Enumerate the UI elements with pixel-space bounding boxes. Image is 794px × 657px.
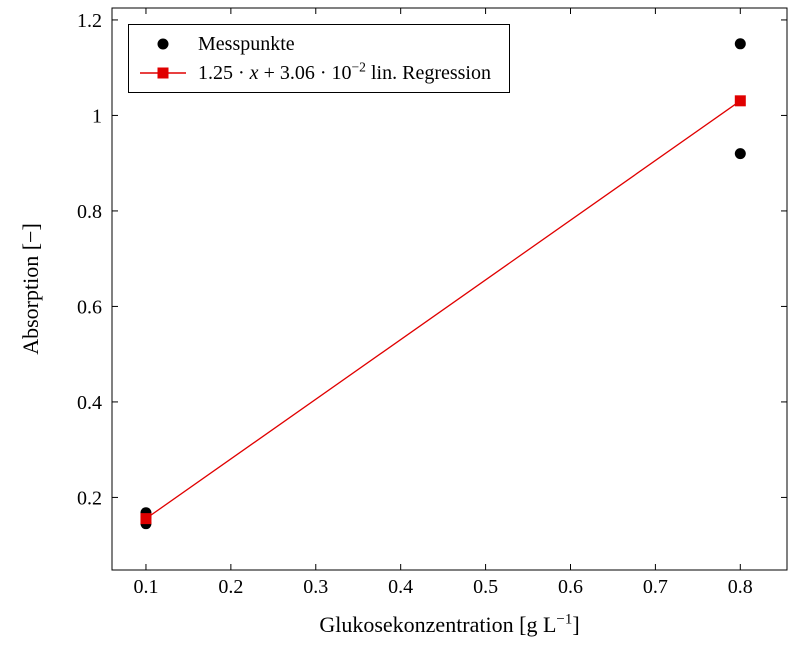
- data-point-square: [734, 95, 746, 107]
- x-tick-label: 0.5: [473, 576, 498, 598]
- x-axis-label-text: Glukosekonzentration [g L: [319, 612, 557, 637]
- y-tick-label: 0.2: [77, 487, 102, 509]
- x-tick-label: 0.6: [558, 576, 583, 598]
- legend-entry-regression: 1.25 · x + 3.06 · 10−2 lin. Regression: [139, 59, 491, 84]
- y-axis-label: Absorption [−]: [18, 223, 43, 355]
- x-axis-label-exponent: −1: [556, 611, 573, 628]
- plot-frame: [111, 7, 788, 571]
- data-point-circle: [734, 38, 746, 50]
- y-tick-label: 0.8: [77, 201, 102, 223]
- x-tick-label: 0.8: [728, 576, 753, 598]
- y-tick-label: 1.2: [77, 10, 102, 32]
- x-tick-label: 0.4: [388, 576, 413, 598]
- line-square-marker-icon: [140, 67, 186, 79]
- regression-eq-exponent: −2: [351, 59, 366, 75]
- x-axis-label: Glukosekonzentration [g L−1]: [112, 612, 787, 638]
- regression-eq-coefficient: 1.25 ·: [198, 62, 250, 84]
- legend-circle-glyph: [157, 38, 169, 50]
- data-point-square: [140, 513, 152, 525]
- legend-entry-messpunkte: Messpunkte: [139, 33, 491, 55]
- circle-marker-icon: [157, 38, 169, 50]
- legend-label-messpunkte: Messpunkte: [198, 33, 295, 55]
- regression-eq-suffix: lin. Regression: [365, 62, 491, 84]
- regression-line: [145, 100, 741, 520]
- regression-eq-intercept: + 3.06 · 10: [258, 62, 352, 84]
- regression-eq-variable: x: [249, 62, 259, 84]
- x-tick-label: 0.1: [133, 576, 158, 598]
- x-axis-label-bracket: ]: [572, 612, 580, 637]
- legend: Messpunkte 1.25 · x + 3.06 · 10−2 lin. R…: [128, 24, 510, 93]
- data-point-circle: [734, 148, 746, 160]
- y-tick-label: 0.6: [77, 296, 102, 318]
- legend-label-regression: 1.25 · x + 3.06 · 10−2 lin. Regression: [198, 59, 491, 84]
- x-tick-label: 0.7: [643, 576, 668, 598]
- x-tick-label: 0.3: [303, 576, 328, 598]
- x-tick-label: 0.2: [218, 576, 243, 598]
- legend-square-glyph: [157, 67, 169, 79]
- y-tick-label: 1: [92, 105, 102, 127]
- y-tick-label: 0.4: [77, 392, 102, 414]
